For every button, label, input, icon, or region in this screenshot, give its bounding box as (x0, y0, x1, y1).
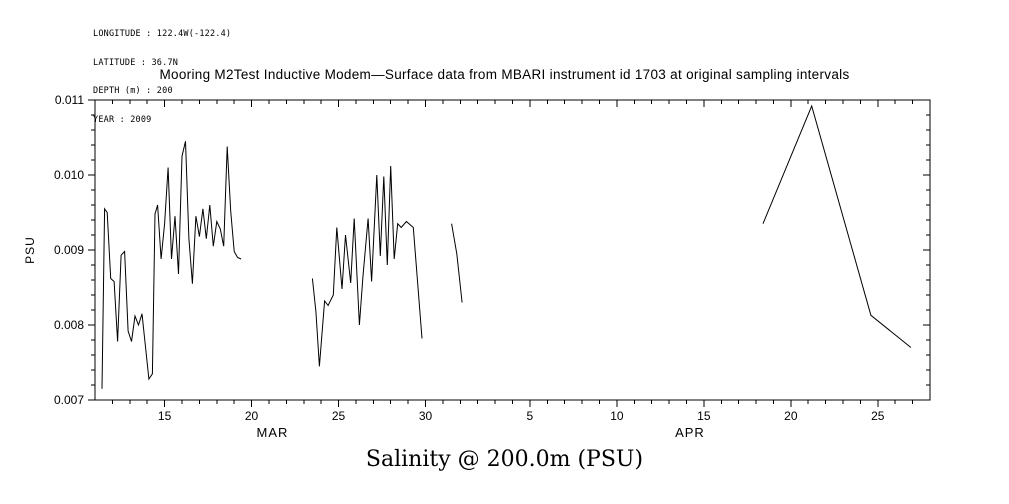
metadata-latitude: LATITUDE : 36.7N (93, 57, 179, 68)
x-tick-label: 25 (332, 409, 346, 423)
x-month-label: APR (675, 425, 705, 440)
x-month-label: MAR (256, 425, 288, 440)
plot-frame (94, 99, 931, 401)
x-tick-label: 20 (784, 409, 798, 423)
x-tick-label: 10 (610, 409, 624, 423)
x-tick-label: 15 (697, 409, 711, 423)
chart-caption: Salinity @ 200.0m (PSU) (365, 447, 644, 472)
metadata-longitude: LONGITUDE : 122.4W(-122.4) (93, 29, 232, 39)
x-tick-label: 30 (419, 409, 433, 423)
x-tick-label: 25 (871, 409, 885, 423)
metadata-depth: DEPTH (m) : 200 (93, 86, 173, 96)
y-tick-label: 0.009 (54, 243, 84, 257)
data-series-mar-31-apr-1 (451, 223, 463, 303)
chart-title: Mooring M2Test Inductive Modem—Surface d… (159, 67, 850, 82)
x-tick-label: 15 (158, 409, 172, 423)
y-tick-label: 0.011 (55, 93, 84, 107)
data-series-mar-23-30 (311, 165, 423, 367)
x-tick-label: 20 (245, 409, 259, 423)
data-series-apr-18-27 (762, 104, 912, 348)
y-tick-label: 0.010 (54, 168, 84, 182)
y-tick-label: 0.008 (54, 318, 84, 332)
y-tick-label: 0.007 (54, 393, 84, 407)
x-tick-label: 5 (527, 409, 534, 423)
metadata-block: LONGITUDE : 122.4W(-122.4) LATITUDE : 36… (93, 11, 231, 144)
metadata-year: YEAR : 2009 (93, 114, 152, 125)
data-series-mar-11-19 (101, 141, 242, 389)
